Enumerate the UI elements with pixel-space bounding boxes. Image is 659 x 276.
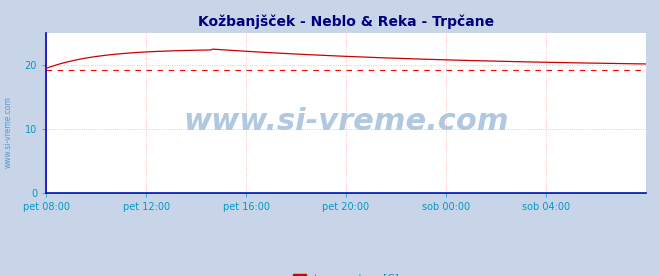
Legend: temperatura [C], pretok [m3/s]: temperatura [C], pretok [m3/s]	[293, 274, 399, 276]
Text: www.si-vreme.com: www.si-vreme.com	[3, 97, 13, 168]
Text: www.si-vreme.com: www.si-vreme.com	[183, 107, 509, 136]
Title: Kožbanjšček - Neblo & Reka - Trpčane: Kožbanjšček - Neblo & Reka - Trpčane	[198, 15, 494, 29]
